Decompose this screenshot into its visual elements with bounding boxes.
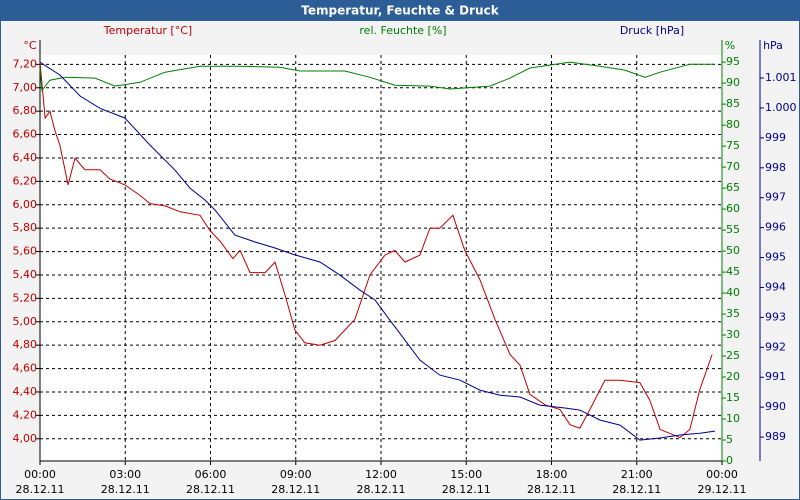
y2-tick-label: 85 [726,97,740,110]
y3-unit: hPa [763,39,783,52]
y-tick-label: 6,80 [13,104,38,117]
x-tick-date: 28.12.11 [101,483,150,496]
y3-tick-label: 993 [765,310,786,323]
y3-tick-label: 992 [765,340,786,353]
y-tick-label: 5,20 [13,291,38,304]
y2-tick-label: 20 [726,370,740,383]
y2-tick-label: 45 [726,265,740,278]
y3-tick-label: 996 [765,221,786,234]
title-bar [1,1,799,21]
y2-tick-label: 5 [726,433,733,446]
series-line [39,61,715,441]
y2-tick-label: 55 [726,223,740,236]
y3-tick-label: 995 [765,251,786,264]
y-tick-label: 5,00 [13,315,38,328]
x-tick-label: 06:00 [195,468,227,481]
y2-tick-label: 10 [726,412,740,425]
x-tick-date: 28.12.11 [527,483,576,496]
y2-tick-label: 15 [726,391,740,404]
y2-tick-label: 50 [726,244,740,257]
y-tick-label: 6,60 [13,128,38,141]
y3-tick-label: 994 [765,280,786,293]
x-tick-label: 03:00 [109,468,141,481]
y-tick-label: 4,60 [13,362,38,375]
series-line [39,61,713,439]
y2-tick-label: 75 [726,139,740,152]
y2-tick-label: 0 [726,454,733,467]
y-tick-label: 4,80 [13,338,38,351]
y2-tick-label: 40 [726,286,740,299]
y3-tick-label: 1.001 [765,71,797,84]
series-name: Druck [hPa] [620,24,684,37]
y2-tick-label: 80 [726,118,740,131]
y2-tick-label: 25 [726,349,740,362]
x-tick-label: 18:00 [536,468,568,481]
y2-tick-label: 30 [726,328,740,341]
series-name: rel. Feuchte [%] [359,24,446,37]
y-tick-label: 6,00 [13,198,38,211]
y3-tick-label: 990 [765,400,786,413]
x-tick-label: 00:00 [24,468,56,481]
y2-tick-label: 60 [726,202,740,215]
x-tick-label: 12:00 [365,468,397,481]
series-name: Temperatur [°C] [103,24,192,37]
x-tick-label: 21:00 [621,468,653,481]
chart-title: Temperatur, Feuchte & Druck [301,4,499,18]
y3-tick-label: 999 [765,131,786,144]
x-tick-date: 28.12.11 [186,483,235,496]
y2-unit: % [725,39,735,52]
x-tick-label: 09:00 [280,468,312,481]
y-tick-label: 5,40 [13,268,38,281]
x-tick-date: 29.12.11 [698,483,747,496]
y3-tick-label: 991 [765,370,786,383]
y3-tick-label: 997 [765,191,786,204]
y3-tick-label: 989 [765,430,786,443]
y2-tick-label: 65 [726,181,740,194]
y-tick-label: 4,20 [13,408,38,421]
x-tick-date: 28.12.11 [271,483,320,496]
y2-tick-label: 70 [726,160,740,173]
y2-tick-label: 35 [726,307,740,320]
series-line [39,61,715,92]
y-tick-label: 7,00 [13,81,38,94]
x-tick-date: 28.12.11 [16,483,65,496]
y3-tick-label: 998 [765,161,786,174]
y2-tick-label: 90 [726,76,740,89]
y-tick-label: 7,20 [13,57,38,70]
y2-tick-label: 95 [726,55,740,68]
y-unit: °C [23,39,37,52]
y-tick-label: 6,40 [13,151,38,164]
y-tick-label: 6,20 [13,174,38,187]
x-tick-date: 28.12.11 [612,483,661,496]
x-tick-label: 15:00 [450,468,482,481]
x-tick-label: 00:00 [706,468,738,481]
x-tick-date: 28.12.11 [442,483,491,496]
y-tick-label: 4,00 [13,432,38,445]
y3-tick-label: 1.000 [765,101,797,114]
y-tick-label: 5,60 [13,245,38,258]
x-tick-date: 28.12.11 [357,483,406,496]
y-tick-label: 4,40 [13,385,38,398]
y-tick-label: 5,80 [13,221,38,234]
